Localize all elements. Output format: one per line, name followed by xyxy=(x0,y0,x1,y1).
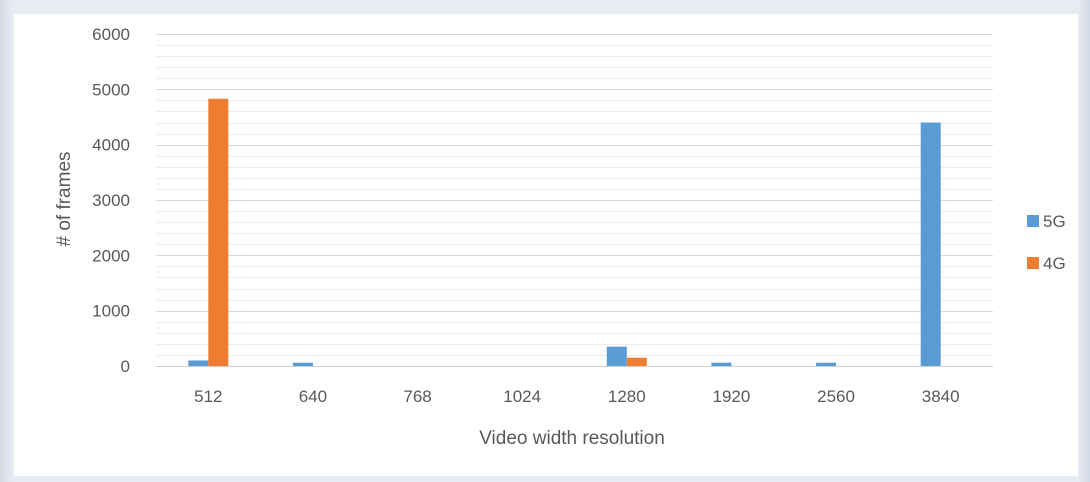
x-tick-label: 768 xyxy=(403,387,431,406)
legend-swatch-5G xyxy=(1027,215,1039,227)
x-axis-ticks: 512 640 768 1024 1280 1920 2560 3840 xyxy=(194,387,959,406)
x-tick-label: 1024 xyxy=(503,387,541,406)
y-tick-label: 3000 xyxy=(92,191,130,210)
y-axis-title: # of frames xyxy=(54,151,75,246)
legend-swatch-4G xyxy=(1027,257,1039,269)
gridlines xyxy=(156,34,993,367)
legend: 5G 4G xyxy=(1027,212,1066,273)
bar-5G-2560 xyxy=(816,362,837,366)
bars xyxy=(188,98,941,367)
y-tick-label: 0 xyxy=(121,357,130,376)
y-tick-label: 6000 xyxy=(92,25,130,44)
x-tick-label: 1280 xyxy=(608,387,646,406)
bar-5G-3840 xyxy=(920,122,941,367)
x-axis-title: Video width resolution xyxy=(479,428,665,449)
x-tick-label: 3840 xyxy=(922,387,960,406)
x-tick-label: 2560 xyxy=(817,387,855,406)
bar-5G-1280 xyxy=(606,346,627,366)
bar-4G-1280 xyxy=(626,357,647,366)
y-tick-label: 4000 xyxy=(92,136,130,155)
legend-label: 4G xyxy=(1043,254,1066,273)
x-tick-label: 1920 xyxy=(713,387,751,406)
bar-5G-1920 xyxy=(711,362,732,366)
bar-5G-640 xyxy=(292,362,313,366)
bar-5G-512 xyxy=(188,360,209,366)
y-tick-label: 5000 xyxy=(92,80,130,99)
bar-4G-512 xyxy=(208,98,229,367)
y-tick-label: 1000 xyxy=(92,302,130,321)
legend-label: 5G xyxy=(1043,212,1066,231)
y-axis-ticks: 0 1000 2000 3000 4000 5000 6000 xyxy=(92,25,130,376)
x-tick-label: 512 xyxy=(194,387,222,406)
x-tick-label: 640 xyxy=(299,387,327,406)
y-tick-label: 2000 xyxy=(92,246,130,265)
